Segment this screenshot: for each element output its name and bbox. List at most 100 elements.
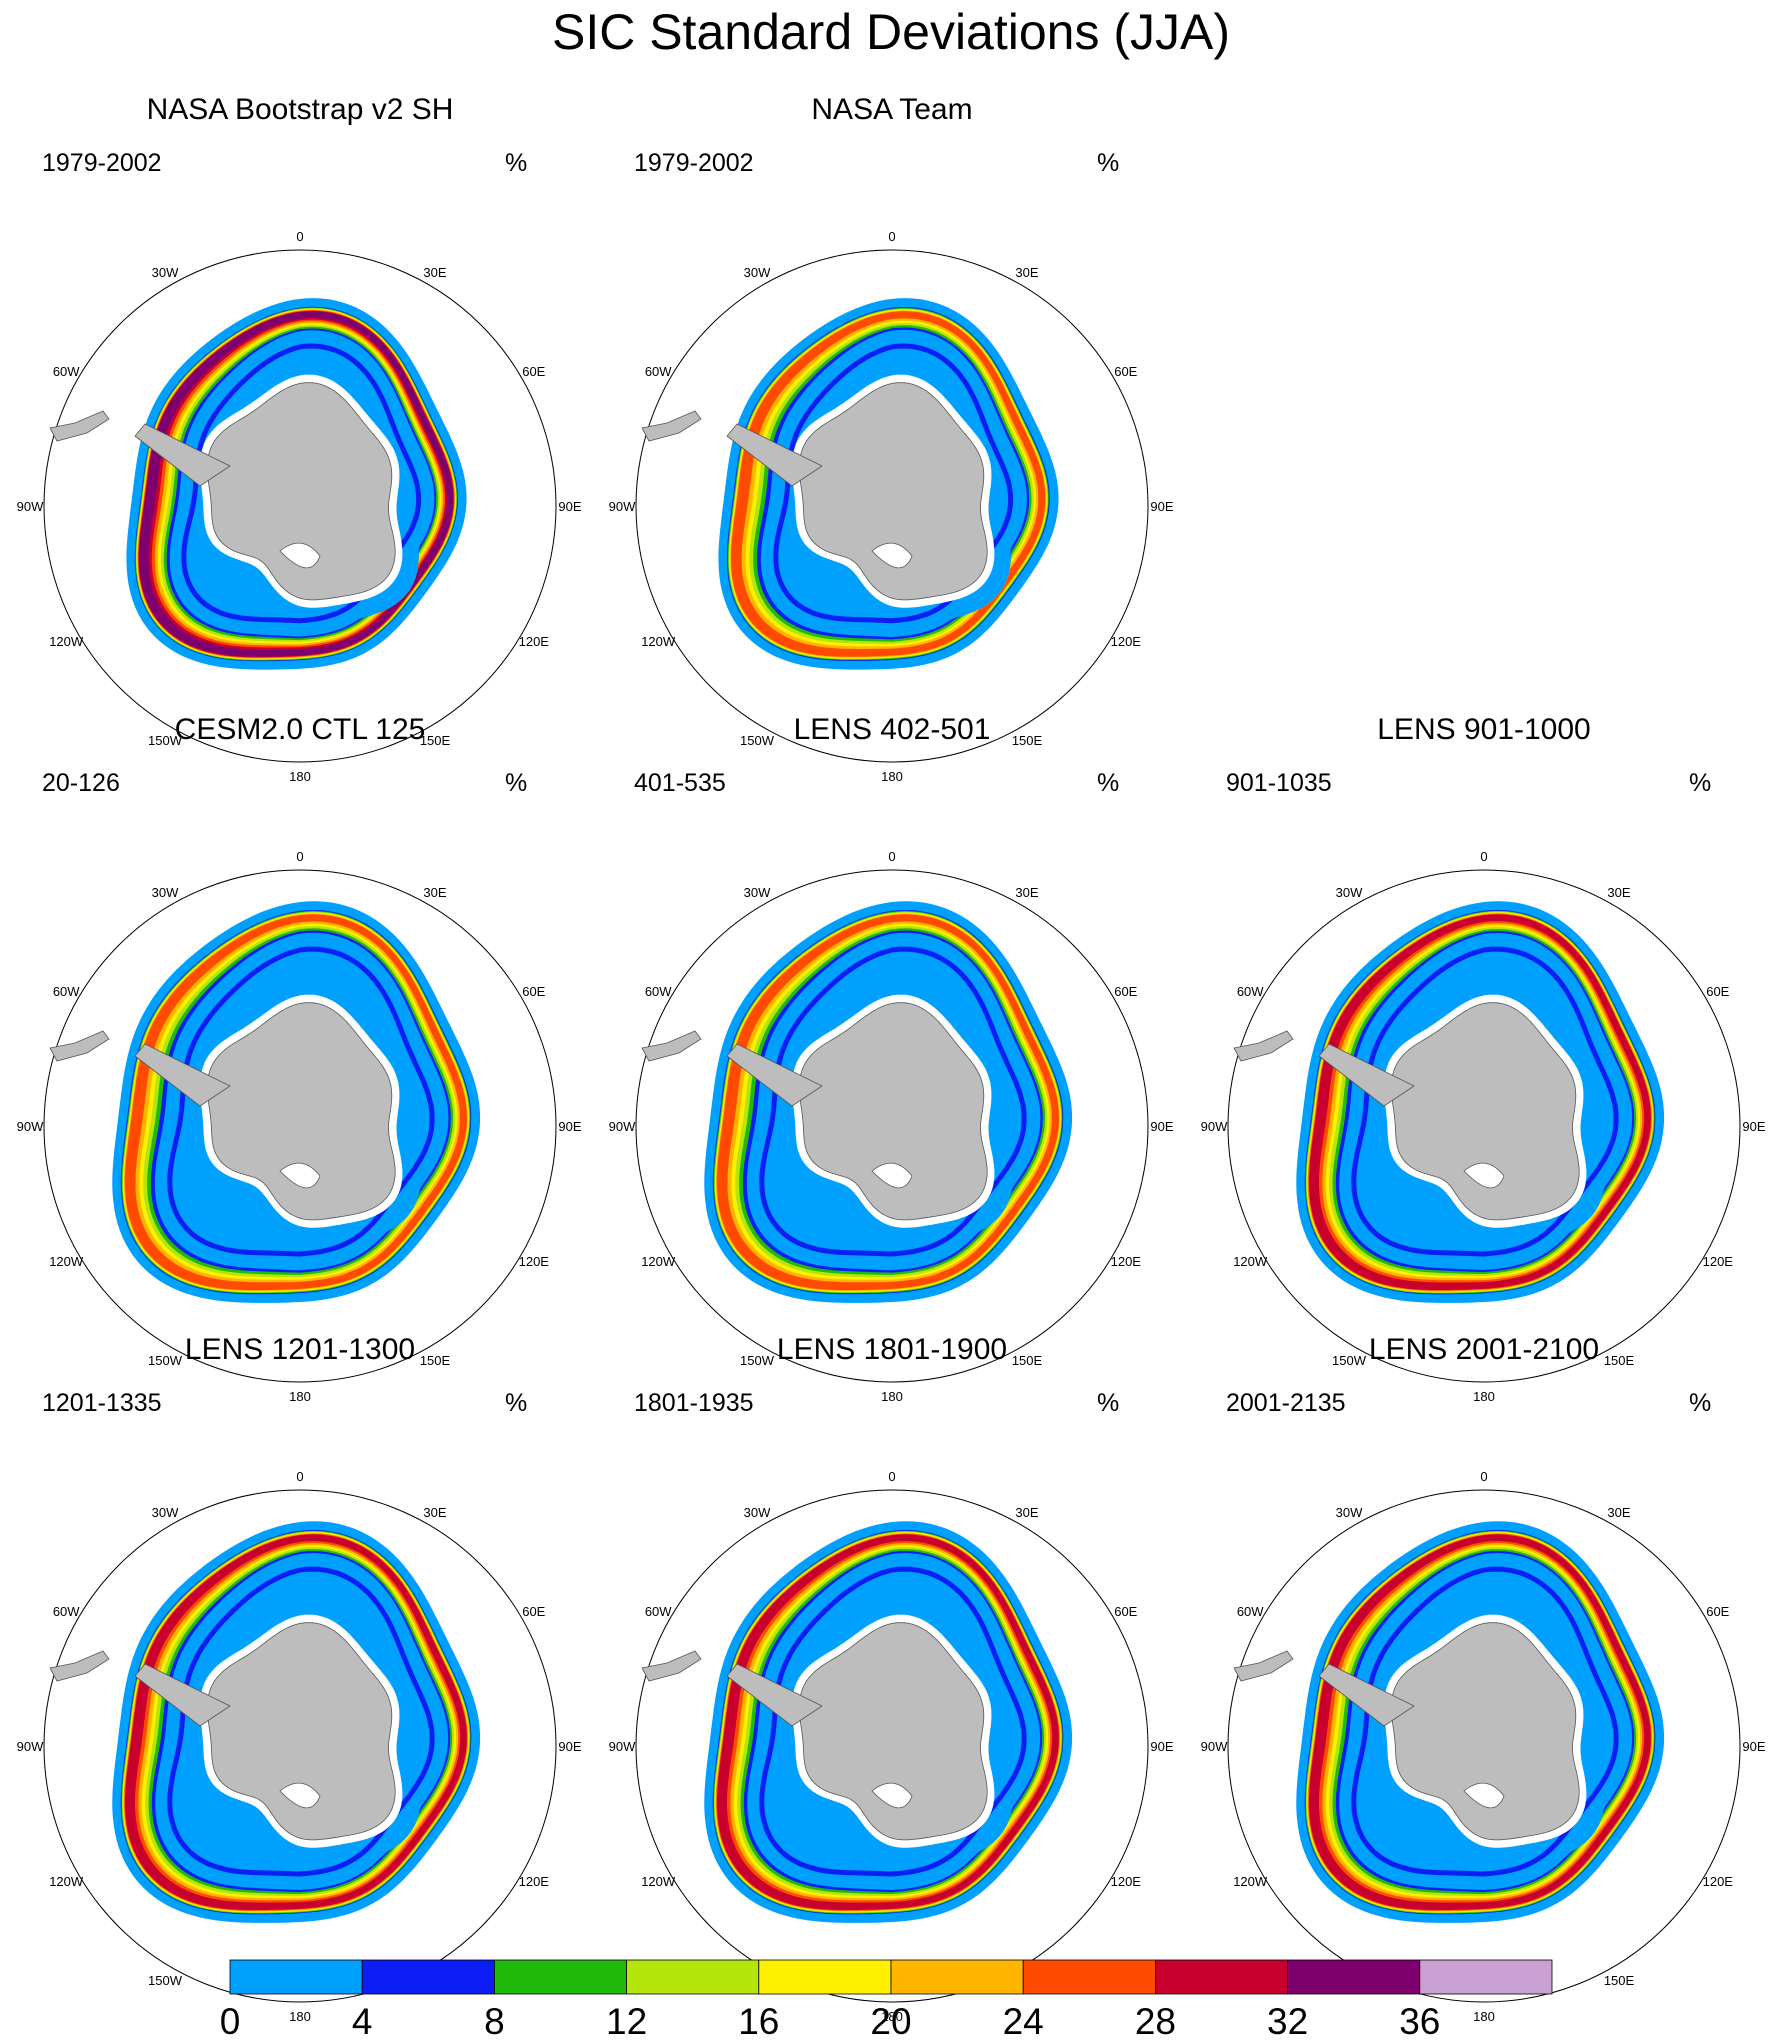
- longitude-label: 0: [888, 229, 895, 244]
- panel-lens-2001-2100: LENS 2001-2100 2001-2135 % 0 30E 60E 90E 120…: [1184, 1332, 1782, 2024]
- panel-cesm2-ctl: CESM2.0 CTL 125 20-126 % 0 30E 60E 90E 120E 1…: [0, 712, 600, 1404]
- ross-ice-shelf: [279, 1162, 321, 1189]
- sic-inner-edge: [759, 946, 1027, 1257]
- longitude-label: 30W: [1336, 1505, 1363, 1520]
- longitude-label: 120W: [49, 1874, 84, 1889]
- antarctic-peninsula: [134, 1663, 231, 1727]
- longitude-label: 60W: [53, 364, 80, 379]
- panel-unit: %: [1689, 769, 1712, 797]
- sic-band-7: [1308, 914, 1651, 1290]
- antarctic-peninsula: [134, 423, 231, 487]
- sic-inner-edge: [167, 1566, 435, 1877]
- longitude-label: 150W: [148, 733, 183, 748]
- panel-unit: %: [505, 769, 528, 797]
- longitude-label: 30E: [423, 265, 446, 280]
- longitude-label: 60W: [645, 364, 672, 379]
- longitude-label: 30W: [744, 885, 771, 900]
- panel-years: 1201-1335: [42, 1389, 162, 1417]
- longitude-label: 90E: [1742, 1739, 1765, 1754]
- longitude-label: 0: [296, 849, 303, 864]
- colorbar: 0 4 8 12 16 20 24 28 32 36: [220, 1959, 1553, 2042]
- antarctica-landmass: [798, 1002, 988, 1221]
- longitude-label: 150W: [148, 1973, 183, 1988]
- longitude-label: 90E: [1150, 1739, 1173, 1754]
- colorbar-swatch: [361, 1959, 495, 1995]
- longitude-label: 30W: [744, 265, 771, 280]
- longitude-label: 90W: [609, 1119, 636, 1134]
- ross-ice-shelf: [279, 1782, 321, 1809]
- colorbar-tick-label: 16: [738, 2001, 779, 2042]
- longitude-label: 120W: [1233, 1254, 1268, 1269]
- panel-unit: %: [1097, 1389, 1120, 1417]
- longitude-label: 60E: [522, 1604, 545, 1619]
- longitude-label: 30W: [152, 885, 179, 900]
- longitude-label: 180: [289, 769, 311, 784]
- longitude-label: 180: [289, 2009, 311, 2024]
- panel-lens-901-1000: LENS 901-1000 901-1035 % 0 30E 60E 90E 120E 1…: [1184, 712, 1782, 1404]
- sic-band-6: [124, 914, 468, 1291]
- longitude-label: 120E: [519, 1874, 550, 1889]
- colorbar-tick-label: 0: [220, 2001, 241, 2042]
- sic-inner-edge: [759, 1566, 1027, 1877]
- antarctic-peninsula: [726, 1663, 823, 1727]
- sic-band-6: [731, 311, 1046, 657]
- panel-years: 2001-2135: [1226, 1389, 1346, 1417]
- panel-title: LENS 1201-1300: [184, 1333, 416, 1366]
- antarctica-landmass: [206, 382, 396, 601]
- longitude-label: 180: [1473, 2009, 1495, 2024]
- longitude-label: 90E: [558, 499, 581, 514]
- ross-ice-shelf: [1463, 1782, 1505, 1809]
- longitude-label: 60E: [1706, 1604, 1729, 1619]
- panel-title: LENS 402-501: [793, 713, 991, 746]
- longitude-label: 120W: [49, 634, 84, 649]
- colorbar-swatch: [1155, 1959, 1289, 1995]
- colorbar-swatch: [1419, 1959, 1553, 1995]
- longitude-label: 120E: [1111, 1874, 1142, 1889]
- panel-unit: %: [1097, 149, 1120, 177]
- panel-unit: %: [505, 1389, 528, 1417]
- longitude-label: 60E: [1114, 364, 1137, 379]
- panel-nasa-team: NASA Team 1979-2002 % 0 30E 60E 90E 120E 150E…: [592, 92, 1192, 784]
- longitude-label: 150W: [740, 733, 775, 748]
- south-america-land: [49, 410, 110, 442]
- sic-band-6: [716, 914, 1059, 1291]
- antarctica-landmass: [798, 1622, 988, 1841]
- colorbar-tick-label: 32: [1267, 2001, 1308, 2042]
- longitude-label: 150W: [740, 1353, 775, 1368]
- panel-lens-1801-1900: LENS 1801-1900 1801-1935 % 0 30E 60E 90E 120…: [592, 1332, 1192, 2024]
- longitude-label: 120W: [641, 634, 676, 649]
- ross-ice-shelf: [279, 542, 321, 569]
- ross-ice-shelf: [871, 1782, 913, 1809]
- ross-ice-shelf: [871, 1162, 913, 1189]
- colorbar-swatch: [890, 1959, 1024, 1995]
- colorbar-tick-label: 4: [352, 2001, 373, 2042]
- ross-ice-shelf: [1463, 1162, 1505, 1189]
- colorbar-swatch: [758, 1959, 892, 1995]
- longitude-label: 90E: [1150, 1119, 1173, 1134]
- longitude-label: 0: [1480, 849, 1487, 864]
- longitude-label: 60W: [1237, 984, 1264, 999]
- longitude-label: 60E: [1114, 984, 1137, 999]
- panel-years: 20-126: [42, 769, 120, 797]
- longitude-label: 180: [881, 1389, 903, 1404]
- longitude-label: 60W: [645, 984, 672, 999]
- longitude-label: 120W: [49, 1254, 84, 1269]
- longitude-label: 30E: [1015, 265, 1038, 280]
- panel-unit: %: [1097, 769, 1120, 797]
- south-america-land: [641, 410, 702, 442]
- longitude-label: 150E: [420, 1353, 451, 1368]
- panel-title: LENS 1801-1900: [776, 1333, 1008, 1366]
- south-america-land: [49, 1650, 110, 1682]
- longitude-label: 120W: [1233, 1874, 1268, 1889]
- longitude-label: 30W: [744, 1505, 771, 1520]
- south-america-land: [49, 1030, 110, 1062]
- longitude-label: 90W: [17, 1119, 44, 1134]
- longitude-label: 120E: [519, 1254, 550, 1269]
- colorbar-tick-label: 28: [1135, 2001, 1176, 2042]
- longitude-label: 120E: [1703, 1254, 1734, 1269]
- antarctica-landmass: [206, 1622, 396, 1841]
- ross-ice-shelf: [871, 542, 913, 569]
